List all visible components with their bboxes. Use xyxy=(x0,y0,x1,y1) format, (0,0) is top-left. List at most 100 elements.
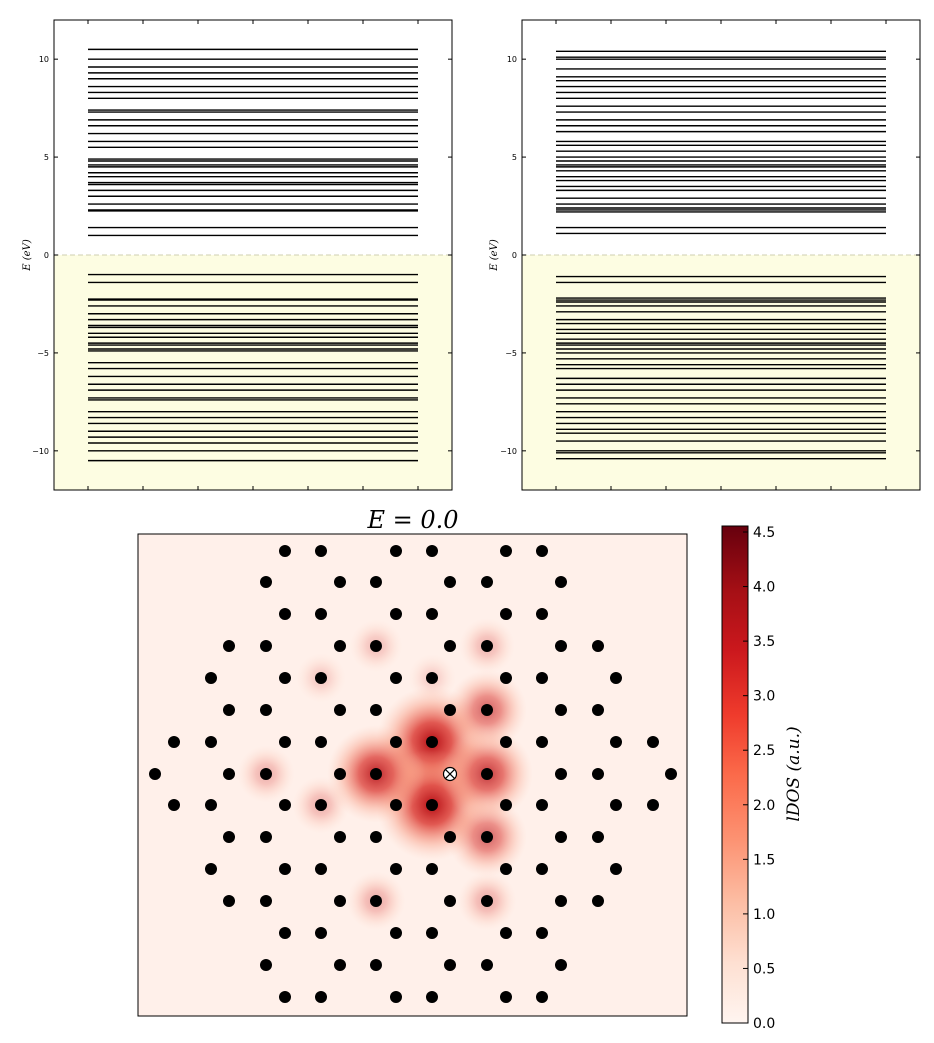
lattice-site xyxy=(444,831,456,843)
y-tick-label: −10 xyxy=(32,447,49,456)
colorbar-label: lDOS (a.u.) xyxy=(784,726,804,821)
lattice-site xyxy=(481,640,493,652)
lattice-site xyxy=(592,895,604,907)
colorbar-gradient xyxy=(721,525,749,1024)
colorbar-tick-label: 0.5 xyxy=(753,961,775,977)
lattice-site xyxy=(536,863,548,875)
lattice-site xyxy=(205,863,217,875)
occupied-shading xyxy=(54,255,452,490)
lattice-site xyxy=(370,768,382,780)
colorbar-tick-label: 0.0 xyxy=(753,1016,775,1032)
lattice-site xyxy=(315,736,327,748)
energy-levels xyxy=(88,48,418,462)
lattice-site xyxy=(390,927,402,939)
lattice-site xyxy=(390,736,402,748)
lattice-site xyxy=(223,704,235,716)
colorbar-tick-label: 3.0 xyxy=(753,689,775,705)
y-tick-label: 0 xyxy=(44,251,49,260)
y-ticks: −10 −5 0 5 10 xyxy=(32,55,452,456)
lattice-site xyxy=(370,640,382,652)
lattice-site xyxy=(223,895,235,907)
y-tick-label: −10 xyxy=(500,447,517,456)
lattice-site xyxy=(444,640,456,652)
lattice-site xyxy=(481,768,493,780)
lattice-site xyxy=(555,704,567,716)
lattice-site xyxy=(390,991,402,1003)
lattice-site xyxy=(426,608,438,620)
lattice-site xyxy=(390,545,402,557)
lattice-site xyxy=(444,704,456,716)
lattice-site xyxy=(390,672,402,684)
lattice-site xyxy=(555,576,567,588)
lattice-site xyxy=(500,799,512,811)
lattice-site xyxy=(370,704,382,716)
lattice-site xyxy=(647,799,659,811)
lattice-site xyxy=(555,768,567,780)
lattice-site xyxy=(500,672,512,684)
lattice-site xyxy=(334,640,346,652)
colorbar-tick-label: 4.0 xyxy=(753,580,775,596)
y-tick-label: 0 xyxy=(512,251,517,260)
colorbar-tick-label: 3.5 xyxy=(753,634,775,650)
occupied-shading xyxy=(522,255,920,490)
lattice-site xyxy=(279,545,291,557)
lattice-site xyxy=(205,672,217,684)
lattice-site xyxy=(536,991,548,1003)
y-tick-label: −5 xyxy=(37,349,49,358)
lattice-site xyxy=(370,831,382,843)
lattice-site xyxy=(260,704,272,716)
lattice-site xyxy=(481,831,493,843)
y-tick-label: 5 xyxy=(44,153,49,162)
lattice-site xyxy=(334,576,346,588)
lattice-site xyxy=(481,704,493,716)
lattice-site xyxy=(592,768,604,780)
lattice-site xyxy=(444,576,456,588)
y-axis-label: E (eV) xyxy=(489,239,500,272)
lattice-site xyxy=(315,799,327,811)
lattice-site xyxy=(500,927,512,939)
lattice-site xyxy=(168,799,180,811)
lattice-site xyxy=(610,863,622,875)
lattice-site xyxy=(500,991,512,1003)
lattice-site xyxy=(444,895,456,907)
lattice-site xyxy=(665,768,677,780)
lattice-site xyxy=(315,927,327,939)
heatmap-title: E = 0.0 xyxy=(366,506,458,534)
lattice-site xyxy=(279,991,291,1003)
lattice-site xyxy=(500,545,512,557)
lattice-site xyxy=(149,768,161,780)
energy-spectrum-left: −10 −5 0 5 10 E (eV) xyxy=(22,19,453,491)
lattice-site xyxy=(592,640,604,652)
lattice-site xyxy=(279,736,291,748)
lattice-site xyxy=(500,863,512,875)
lattice-site xyxy=(334,959,346,971)
y-axis-label: E (eV) xyxy=(22,239,33,272)
lattice-site xyxy=(315,863,327,875)
lattice-site xyxy=(334,768,346,780)
lattice-site xyxy=(426,927,438,939)
colorbar-tick-label: 2.5 xyxy=(753,743,775,759)
lattice-site xyxy=(555,959,567,971)
lattice-site xyxy=(390,608,402,620)
lattice-site xyxy=(260,831,272,843)
colorbar-ticks: 0.0 0.5 1.0 1.5 2.0 2.5 3.0 3.5 4.0 4.5 xyxy=(743,525,775,1032)
lattice-site xyxy=(647,736,659,748)
lattice-site xyxy=(390,799,402,811)
lattice-site xyxy=(260,768,272,780)
lattice-site xyxy=(592,704,604,716)
lattice-site xyxy=(426,863,438,875)
lattice-site xyxy=(426,672,438,684)
lattice-site xyxy=(279,927,291,939)
lattice-site xyxy=(223,640,235,652)
lattice-site xyxy=(370,576,382,588)
lattice-site xyxy=(260,959,272,971)
y-tick-label: 10 xyxy=(39,55,49,64)
lattice-site xyxy=(500,608,512,620)
lattice-site xyxy=(205,799,217,811)
lattice-site xyxy=(223,831,235,843)
lattice-site xyxy=(315,672,327,684)
lattice-site xyxy=(555,831,567,843)
lattice-site xyxy=(444,959,456,971)
lattice-site xyxy=(168,736,180,748)
